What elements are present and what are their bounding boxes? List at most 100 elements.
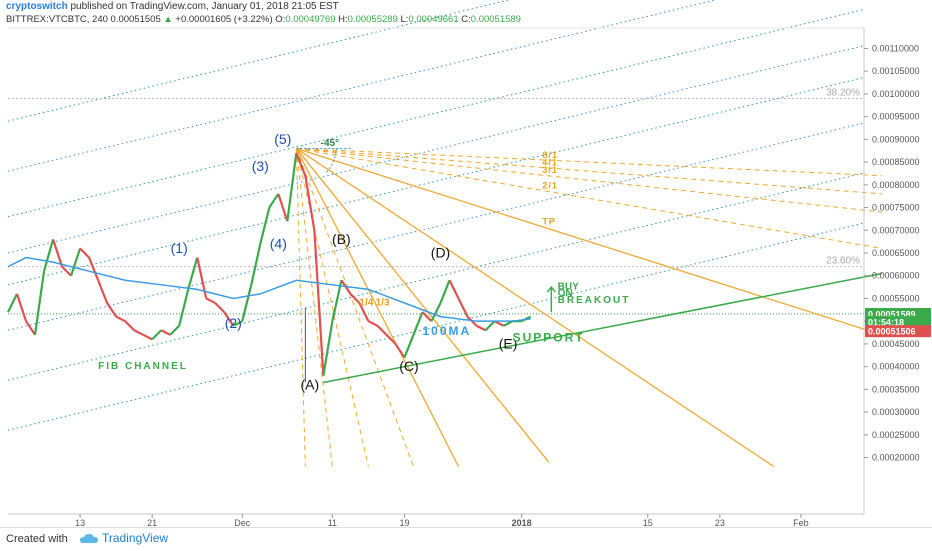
price-segment-43 [385,334,397,345]
wave-label-3: (4) [270,235,287,251]
price-segment-42 [376,324,388,336]
price-segment-39 [349,293,361,304]
annotation-1: 100MA [422,324,471,338]
price-segment-3 [25,320,36,336]
wave-label-0: (1) [171,240,188,256]
price-segment-56 [503,320,514,327]
annotation-7: 1/4 [359,297,373,308]
price-segment-29 [259,207,271,245]
open-label: O: [275,14,286,25]
price-segment-15 [133,329,144,336]
fib-level-label-0: 38.20% [826,87,860,98]
price-tag-label-0: 0.00051589 [868,309,916,319]
fan-line-4 [296,147,883,336]
last-price: 0.00051505 [110,14,161,25]
fan-line-9 [295,148,369,467]
y-tick-label-16: 0.00030000 [872,407,920,417]
high-value: 0.00055289 [347,14,398,25]
y-tick-label-18: 0.00020000 [872,453,920,463]
price-segment-25 [223,311,235,327]
x-tick-label-4: 19 [399,518,409,528]
tradingview-brand[interactable]: TradingView [80,531,168,545]
fan-label-2: 3/1 [542,165,558,175]
price-segment-50 [448,279,460,299]
price-segment-18 [160,329,171,336]
price-segment-27 [241,284,253,322]
price-segment-9 [79,247,90,259]
x-tick-label-1: 21 [147,518,157,528]
fib-channel-line-7 [7,222,865,431]
price-segment-33 [295,152,307,177]
price-segment-32 [286,152,298,222]
fan-line-0 [296,147,883,177]
created-with-label: Created with [6,533,68,545]
annotation-2: SUPPORT [513,331,585,345]
up-arrow-icon: ▲ [163,14,173,25]
support-line [323,272,883,384]
y-tick-label-15: 0.00035000 [872,384,920,394]
y-tick-label-0: 0.00110000 [872,43,919,53]
y-tick-label-8: 0.00070000 [872,225,920,235]
price-change: +0.00001605 (+3.22%) [175,14,273,25]
close-value: 0.00051589 [470,14,521,25]
fan-label-1: 4/1 [542,158,558,168]
price-segment-46 [412,311,424,336]
y-tick-label-10: 0.00060000 [872,271,920,281]
price-segment-44 [394,343,406,359]
fan-line-5 [295,147,775,468]
price-tag-label-2: 0.00051506 [868,327,916,337]
price-segment-47 [421,311,433,322]
fan-label-3: 2/1 [542,180,558,190]
price-tag-bg-1 [865,316,931,329]
price-segment-13 [115,315,126,323]
price-segment-36 [322,321,334,376]
fan-line-1 [296,147,883,195]
price-segment-4 [33,271,46,335]
price-tag-bg-2 [865,325,931,338]
price-segment-23 [205,297,216,304]
y-tick-label-14: 0.00040000 [872,362,920,372]
y-tick-label-17: 0.00025000 [872,430,920,440]
brand-label: TradingView [102,531,169,545]
price-segment-16 [142,333,153,341]
fan-label-4: TP [542,217,556,227]
y-tick-label-3: 0.00095000 [872,112,920,122]
y-tick-label-1: 0.00105000 [872,66,920,76]
wave-label-1: (2) [225,315,242,331]
y-tick-label-4: 0.00090000 [872,134,920,144]
y-tick-label-7: 0.00075000 [872,203,920,213]
publisher-name[interactable]: cryptoswitch [6,1,68,12]
price-segment-35 [313,230,325,376]
price-segment-19 [169,324,180,336]
fib-level-label-1: 23.60% [826,256,860,267]
x-tick-label-7: 23 [715,518,725,528]
footer: Created with TradingView [0,527,932,551]
price-segment-8 [70,248,82,277]
price-segment-1 [7,293,18,313]
fib-channel-line-6 [7,172,865,381]
annotation-6: -45° [321,138,339,149]
wave-label-5: (A) [301,376,320,392]
ohlc-line: BITTREX:VTCBTC, 240 0.00051505 ▲ +0.0000… [6,14,521,25]
price-segment-24 [214,302,226,313]
cloud-icon [80,533,98,543]
annotation-4: ON [558,288,573,299]
price-segment-48 [430,302,442,322]
price-tag-label-1: 01:54:18 [868,318,904,328]
price-segment-37 [331,280,343,322]
fan-line-6 [295,148,550,463]
wave-label-4: (5) [274,131,291,147]
fib-channel-line-1 [7,0,718,172]
wave-label-8: (D) [431,245,450,261]
fan-line-8 [295,148,414,467]
y-tick-label-2: 0.00100000 [872,89,920,99]
publish-line: cryptoswitch published on TradingView.co… [6,1,339,12]
price-segment-55 [494,320,505,327]
y-tick-label-13: 0.00045000 [872,339,920,349]
price-segment-21 [187,257,199,290]
fan-line-10 [295,148,333,467]
x-tick-label-0: 13 [75,518,85,528]
fan-line-7 [295,148,460,467]
price-segment-7 [61,265,72,277]
